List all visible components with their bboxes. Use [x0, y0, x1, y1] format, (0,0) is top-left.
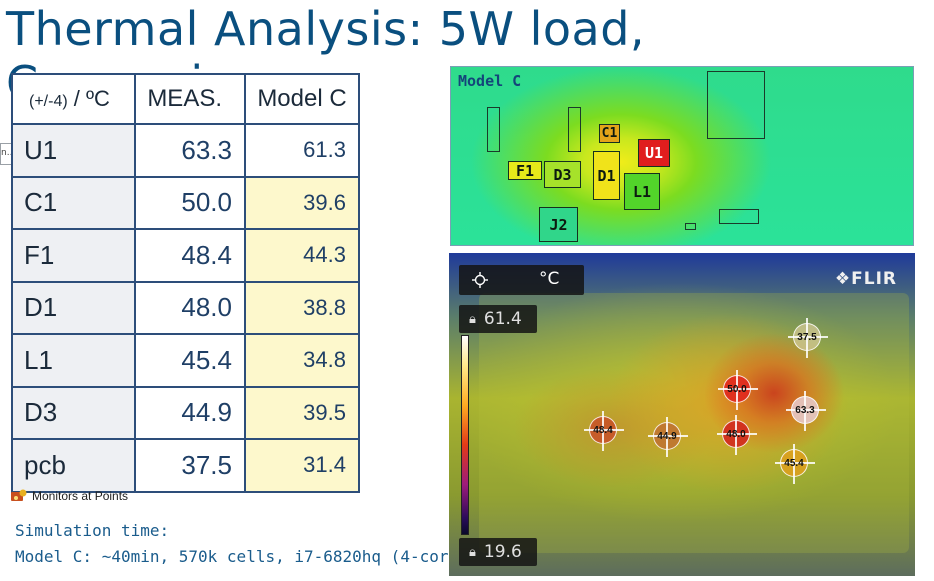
- row-meas: 50.0: [134, 175, 246, 230]
- row-name: D3: [11, 385, 136, 440]
- row-name: C1: [11, 175, 136, 230]
- flir-logo: ❖FLIR: [835, 269, 897, 289]
- header-model: Model C: [244, 73, 360, 125]
- row-name: L1: [11, 333, 136, 388]
- simulation-info: Simulation time: Model C: ~40min, 570k c…: [15, 518, 477, 570]
- spot-value: 50.0: [727, 383, 747, 395]
- max-temperature: 🔒︎ 61.4: [459, 305, 537, 333]
- min-temperature-value: 19.6: [483, 542, 522, 562]
- row-model: 61.3: [244, 123, 360, 178]
- component-l1: L1: [624, 173, 660, 210]
- measurement-spot: 48.4: [584, 411, 624, 451]
- lock-icon: 🔒︎: [469, 544, 476, 560]
- measurement-spot: 50.0: [718, 370, 758, 410]
- row-meas: 48.0: [134, 280, 246, 335]
- row-model: 44.3: [244, 228, 360, 283]
- color-scale-bar: [461, 335, 469, 535]
- row-model: 34.8: [244, 333, 360, 388]
- component-outline: [719, 209, 759, 224]
- component-c1: C1: [599, 124, 620, 143]
- component-j2: J2: [539, 207, 578, 242]
- row-name: D1: [11, 280, 136, 335]
- table-row: D1 48.0 38.8: [11, 280, 360, 335]
- spot-value: 44.9: [657, 430, 677, 442]
- header-units: (+/-4) / ºC: [11, 73, 136, 125]
- component-f1: F1: [508, 161, 542, 180]
- table-row: F1 48.4 44.3: [11, 228, 360, 283]
- table-row: U1 63.3 61.3: [11, 123, 360, 178]
- table-row: C1 50.0 39.6: [11, 175, 360, 230]
- min-temperature: 🔒︎ 19.6: [459, 538, 537, 566]
- component-outline: [685, 223, 696, 230]
- max-temperature-value: 61.4: [483, 309, 522, 329]
- row-name: U1: [11, 123, 136, 178]
- flir-topbar: °C: [459, 265, 584, 295]
- crosshair-icon: [472, 272, 488, 288]
- header-unit: / ºC: [67, 86, 110, 111]
- flir-thermal-image: °C 🔒︎ 61.4 🔒︎ 19.6 ❖FLIR 37.5 50.0 63.3 …: [449, 253, 915, 576]
- spot-value: 48.4: [593, 424, 613, 436]
- header-meas: MEAS.: [134, 73, 246, 125]
- temperature-unit: °C: [539, 269, 560, 289]
- row-model: 39.6: [244, 175, 360, 230]
- measurement-spot: 44.9: [648, 417, 688, 457]
- lock-icon: 🔒︎: [469, 311, 476, 327]
- row-name: pcb: [11, 438, 136, 493]
- measurement-spot: 48.0: [717, 415, 757, 455]
- row-model: 38.8: [244, 280, 360, 335]
- simulation-details: Model C: ~40min, 570k cells, i7-6820hq (…: [15, 547, 478, 566]
- flir-logo-text: FLIR: [851, 269, 897, 289]
- pcb-board: [479, 293, 909, 553]
- component-d3: D3: [544, 161, 581, 188]
- component-outline: [707, 71, 765, 139]
- table-row: pcb 37.5 31.4: [11, 438, 360, 493]
- monitors-label: Monitors at Points: [32, 489, 129, 503]
- row-meas: 48.4: [134, 228, 246, 283]
- table-row: D3 44.9 39.5: [11, 385, 360, 440]
- monitor-points-icon: [10, 489, 28, 503]
- component-outline: [487, 107, 500, 152]
- component-d1: D1: [593, 151, 620, 200]
- row-meas: 44.9: [134, 385, 246, 440]
- measurement-spot: 63.3: [786, 391, 826, 431]
- table-row: L1 45.4 34.8: [11, 333, 360, 388]
- comparison-table: (+/-4) / ºC MEAS. Model C U1 63.3 61.3 C…: [11, 73, 360, 493]
- row-model: 39.5: [244, 385, 360, 440]
- model-c-label: Model C: [458, 72, 522, 90]
- component-outline: [568, 107, 581, 152]
- row-meas: 45.4: [134, 333, 246, 388]
- model-c-thermal-image: Model C C1 U1 F1 D3 D1 L1 J2: [450, 66, 914, 246]
- measurement-spot: 45.4: [775, 444, 815, 484]
- row-name: F1: [11, 228, 136, 283]
- row-meas: 63.3: [134, 123, 246, 178]
- monitors-at-points[interactable]: Monitors at Points: [10, 489, 128, 503]
- header-tolerance: (+/-4): [29, 93, 68, 110]
- spot-value: 45.4: [784, 457, 804, 469]
- spot-value: 48.0: [726, 428, 746, 440]
- spot-value: 63.3: [795, 404, 815, 416]
- simulation-time-heading: Simulation time:: [15, 521, 170, 540]
- table-header-row: (+/-4) / ºC MEAS. Model C: [11, 73, 360, 125]
- row-model: 31.4: [244, 438, 360, 493]
- flir-logo-icon: ❖: [834, 269, 852, 289]
- row-meas: 37.5: [134, 438, 246, 493]
- measurement-spot: 37.5: [788, 318, 828, 358]
- component-u1: U1: [638, 139, 670, 167]
- spot-value: 37.5: [797, 331, 817, 343]
